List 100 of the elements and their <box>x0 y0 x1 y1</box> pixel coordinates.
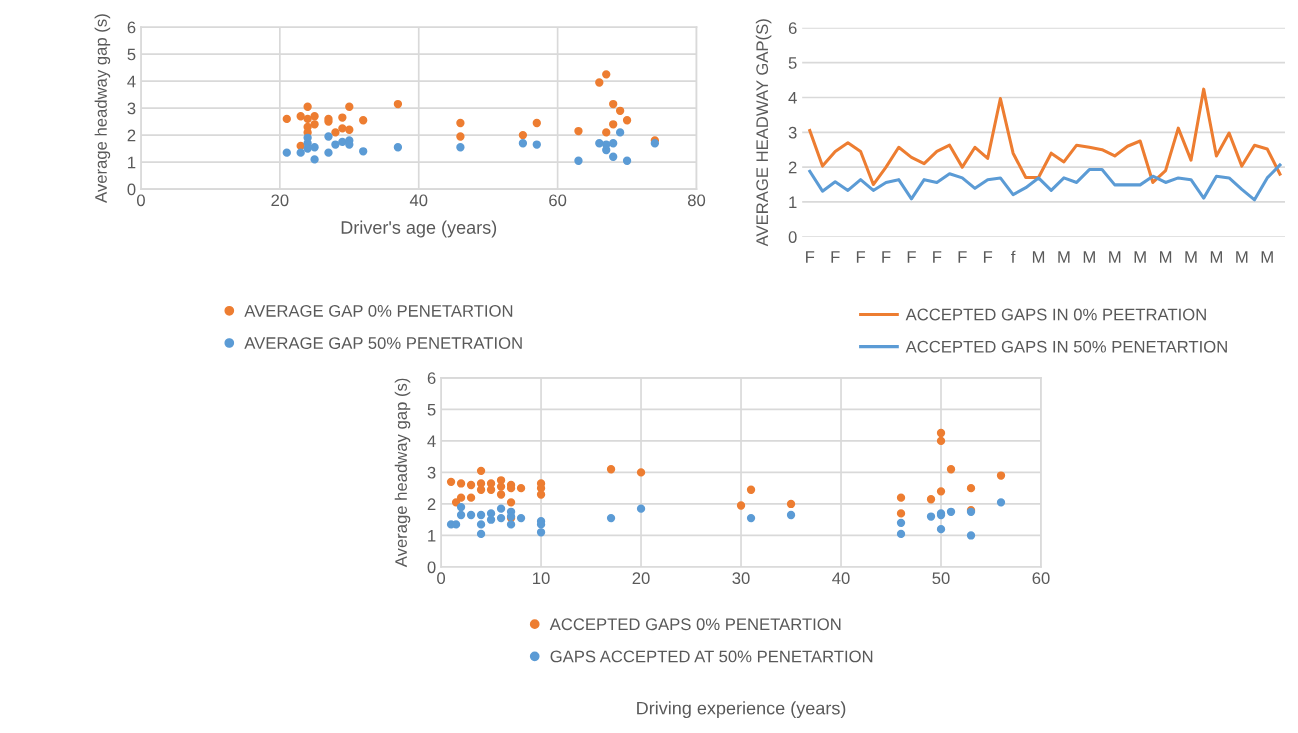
point <box>456 143 465 152</box>
point <box>636 468 646 477</box>
point <box>324 148 333 157</box>
y-tick-label: 1 <box>128 156 136 169</box>
point <box>996 498 1006 507</box>
y-tick-label: 2 <box>788 161 797 174</box>
y-tick-label: 4 <box>427 435 436 447</box>
point <box>486 485 496 494</box>
y-tick-label: 2 <box>427 498 436 510</box>
x-tick-label: M <box>1261 251 1273 263</box>
y-tick-label: 3 <box>427 466 436 479</box>
point <box>331 140 340 149</box>
point <box>936 428 946 438</box>
x-tick-label: M <box>1160 251 1172 263</box>
point <box>310 112 319 121</box>
x-tick-label: 40 <box>832 572 850 585</box>
x-tick-label: 60 <box>549 194 567 207</box>
y-tick-label: 2 <box>127 129 136 142</box>
x-tick-label: F <box>831 251 840 263</box>
point <box>518 130 528 140</box>
y-tick-label: 0 <box>788 231 797 243</box>
y-tick-label: 6 <box>788 22 797 35</box>
point <box>345 102 354 111</box>
point <box>615 128 625 137</box>
point <box>456 132 465 141</box>
point <box>636 504 646 513</box>
point <box>310 120 319 129</box>
point <box>324 132 333 141</box>
point <box>476 485 486 494</box>
point <box>310 155 319 164</box>
point <box>609 152 618 161</box>
point <box>303 102 312 111</box>
x-tick-label: F <box>958 251 967 263</box>
point <box>595 139 604 148</box>
point <box>622 156 632 165</box>
y-tick-label: 5 <box>788 57 797 69</box>
x-tick-label: 60 <box>1032 572 1050 585</box>
x-tick-label: 10 <box>533 572 550 585</box>
point <box>476 520 486 529</box>
point <box>609 99 618 109</box>
line-series <box>808 87 1282 187</box>
x-tick-label: 20 <box>271 194 289 207</box>
point <box>926 495 936 504</box>
point <box>926 512 936 521</box>
point <box>451 498 461 507</box>
point <box>282 114 291 124</box>
legend-label: AVERAGE GAP 50% PENETRATION <box>244 337 522 349</box>
point <box>310 143 319 152</box>
y-tick-label: 3 <box>788 126 797 139</box>
point <box>786 510 796 520</box>
point <box>338 113 347 122</box>
point <box>602 140 611 149</box>
y-axis-title: AVERAGE HEADWAY GAP(S) <box>755 19 772 247</box>
point <box>536 490 546 499</box>
y-tick-label: 4 <box>127 75 136 88</box>
point <box>282 148 291 157</box>
y-tick-label: 4 <box>788 92 797 104</box>
x-axis-title: Driving experience (years) <box>637 701 846 719</box>
point <box>595 78 604 87</box>
point <box>602 70 611 79</box>
point <box>574 126 583 136</box>
x-tick-label: F <box>983 251 993 263</box>
x-tick-label: 30 <box>732 572 750 585</box>
legend-label: ACCEPTED GAPS IN 0% PEETRATION <box>905 308 1206 321</box>
x-tick-label: F <box>933 251 942 263</box>
point <box>609 139 618 148</box>
point <box>456 118 465 128</box>
y-tick-label: 0 <box>127 183 136 196</box>
y-axis-title: Average headway gap (s) <box>94 14 111 203</box>
point <box>496 490 506 499</box>
x-tick-label: M <box>1083 251 1095 263</box>
point <box>506 498 516 507</box>
point <box>946 507 956 516</box>
point <box>615 106 625 115</box>
point <box>736 501 746 510</box>
x-tick-label: 40 <box>409 194 428 207</box>
point <box>476 466 486 476</box>
x-tick-label: M <box>1210 251 1222 263</box>
legend-label: ACCEPTED GAPS 0% PENETARTION <box>549 618 841 631</box>
point <box>516 484 526 493</box>
x-tick-label: 0 <box>136 194 145 207</box>
point <box>359 147 368 156</box>
y-tick-label: 5 <box>127 48 136 61</box>
legend-label: AVERAGE GAP 0% PENETARTION <box>244 304 513 317</box>
point <box>896 493 906 502</box>
point <box>936 487 946 496</box>
point <box>606 465 616 474</box>
point <box>456 502 466 512</box>
point <box>476 510 486 520</box>
point <box>896 518 906 528</box>
y-tick-label: 5 <box>427 403 436 416</box>
x-tick-label: F <box>806 251 815 263</box>
line-series <box>808 163 1282 202</box>
point <box>359 116 368 125</box>
point <box>606 513 616 523</box>
y-tick-label: 6 <box>427 372 436 385</box>
y-tick-label: 1 <box>428 530 436 542</box>
point <box>746 485 756 494</box>
point <box>466 510 476 520</box>
point <box>486 515 496 524</box>
